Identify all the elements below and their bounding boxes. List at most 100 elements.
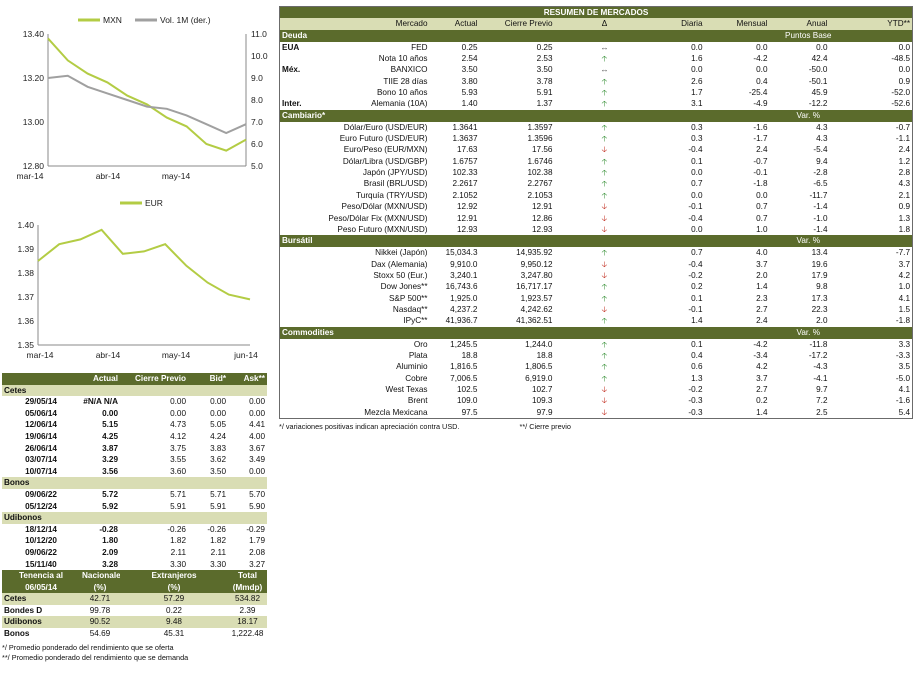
- change-value: 1.4: [756, 407, 768, 417]
- table-row: Brent 109.0 109.3 🡣 -0.3 0.2 7.2 -1.6: [280, 395, 913, 406]
- change-value: 4.1: [898, 384, 911, 394]
- rate-cell: 10/12/20: [25, 536, 57, 546]
- y-tick-label: 1.37: [17, 292, 34, 302]
- column-header: Anual: [806, 19, 828, 29]
- market-cell: Méx. BANXICO: [280, 64, 430, 75]
- change-value: 0.0: [756, 190, 768, 200]
- holdings-cell: 42.71: [89, 594, 111, 604]
- change-value: -0.4: [688, 259, 703, 269]
- change-value: 0.4: [691, 350, 703, 360]
- previous-close: 16,717.17: [516, 282, 553, 292]
- change-value: 4.2: [756, 362, 768, 372]
- section-header-row: Cambiario* Var. %: [279, 109, 913, 122]
- table-row: Dax (Alemania) 9,910.0 9,950.12 🡣 -0.4 3.7 19.…: [280, 259, 913, 270]
- change-value: 1.3: [691, 373, 703, 383]
- previous-close: 3.50: [536, 65, 553, 75]
- table-row: TIIE 28 días 3.80 3.78 🡡 2.6 0.4 -50.1 0.9: [280, 76, 913, 87]
- market-group: Méx.: [282, 65, 301, 75]
- column-header: Actual: [92, 374, 118, 383]
- change-value: 0.2: [756, 396, 768, 406]
- actual-value: 3,240.1: [450, 270, 478, 280]
- rate-cell: 5.92: [102, 501, 118, 511]
- change-value: 9.4: [816, 156, 828, 166]
- table-row: S&P 500** 1,925.0 1,923.57 🡡 0.1 2.3 17.3 4.1: [280, 293, 913, 304]
- rate-cell: 05/12/24: [25, 501, 57, 511]
- change-value: -2.8: [813, 168, 828, 178]
- change-value: -11.8: [809, 339, 828, 349]
- market-name: Nasdaq**: [392, 304, 428, 314]
- holdings-cell: 57.29: [163, 594, 185, 604]
- market-cell: Dow Jones**: [280, 281, 430, 292]
- market-cell: S&P 500**: [280, 293, 430, 304]
- change-value: -1.7: [753, 134, 768, 144]
- table-row: Euro/Peso (EUR/MXN) 17.63 17.56 🡣 -0.4 2.4 -5.…: [280, 144, 913, 155]
- table-row: Euro Futuro (USD/EUR) 1.3637 1.3596 🡡 0.3 -1.…: [280, 133, 913, 144]
- market-cell: IPyC**: [280, 315, 430, 326]
- change-value: 7.2: [816, 396, 828, 406]
- column-header-row: Actual Cierre Previo Bid* Ask**: [2, 373, 267, 385]
- actual-value: 1,925.0: [450, 293, 478, 303]
- market-name: Euro Futuro (USD/EUR): [339, 134, 428, 144]
- section-name: Udibonos: [4, 513, 42, 523]
- direction-icon: 🡡: [601, 54, 608, 64]
- rate-cell: -0.29: [246, 524, 265, 534]
- direction-icon: 🡣: [601, 384, 608, 394]
- previous-close: 102.38: [527, 168, 553, 178]
- previous-close: 12.91: [532, 202, 553, 212]
- rate-cell: 29/05/14: [25, 397, 57, 407]
- rate-cell: 5.91: [210, 501, 226, 511]
- market-name: Peso Futuro (MXN/USD): [337, 224, 428, 234]
- legend-label: EUR: [145, 198, 163, 208]
- market-name: Turquía (TRY/USD): [356, 190, 428, 200]
- rate-cell: 4.12: [170, 431, 186, 441]
- direction-icon: 🡣: [601, 304, 608, 314]
- legend-label: MXN: [103, 15, 122, 25]
- table-row: 29/05/14 #N/A N/A 0.00 0.00 0.00: [2, 396, 267, 408]
- change-value: 0.3: [691, 122, 703, 132]
- change-value: -0.1: [753, 168, 768, 178]
- change-value: 2.4: [756, 316, 768, 326]
- change-value: -17.2: [808, 350, 828, 360]
- market-summary: RESUMEN DE MERCADOS Mercado Actual Cierre P…: [279, 6, 914, 432]
- rate-cell: 2.08: [249, 547, 265, 557]
- rate-cell: 3.56: [102, 466, 118, 476]
- previous-close: 2.1053: [527, 190, 553, 200]
- market-cell: Dax (Alemania): [280, 259, 430, 270]
- rate-cell: 3.30: [170, 559, 186, 569]
- change-value: 0.9: [898, 202, 911, 212]
- actual-value: 2.2617: [452, 179, 478, 189]
- table-row: 03/07/14 3.29 3.55 3.62 3.49: [2, 454, 267, 466]
- change-value: 1.4: [691, 316, 703, 326]
- change-value: 4.3: [898, 179, 911, 189]
- actual-value: 15,034.3: [445, 248, 478, 258]
- change-value: 0.6: [691, 362, 703, 372]
- actual-value: 16,743.6: [445, 282, 478, 292]
- y2-tick-label: 11.0: [251, 29, 267, 39]
- y-tick-label: 13.20: [23, 73, 45, 83]
- holdings-header: Extranjeros: [151, 571, 197, 581]
- rate-cell: 3.28: [102, 559, 118, 569]
- table-row: Dow Jones** 16,743.6 16,717.17 🡡 0.2 1.4 9.8 1.…: [280, 281, 913, 292]
- column-header: Actual: [454, 19, 478, 29]
- holdings-row: Bondes D 99.78 0.22 2.39: [2, 605, 267, 617]
- actual-value: 41,936.7: [445, 316, 478, 326]
- rate-cell: 5.90: [249, 501, 265, 511]
- actual-value: 9,910.0: [450, 259, 478, 269]
- holdings-row: Udibonos 90.52 9.48 18.17: [2, 616, 267, 629]
- market-summary-table: RESUMEN DE MERCADOS Mercado Actual Cierre P…: [279, 6, 914, 419]
- market-cell: Brasil (BRL/USD): [280, 178, 430, 189]
- change-value: 4.1: [898, 293, 911, 303]
- market-cell: Nikkei (Japón): [280, 247, 430, 258]
- change-value: 22.3: [811, 304, 828, 314]
- change-value: -0.4: [688, 213, 703, 223]
- section-header-row: Commodities Var. %: [279, 326, 913, 339]
- rate-cell: 0.00: [170, 408, 186, 418]
- table-row: Inter. Alemania (10A) 1.40 1.37 🡡 3.1 -4.9 -12.…: [280, 98, 913, 109]
- previous-close: 5.91: [536, 88, 553, 98]
- x-tick-label: mar-14: [17, 171, 44, 181]
- previous-close: 109.3: [532, 396, 553, 406]
- rate-cell: 0.00: [210, 408, 226, 418]
- table-row: 19/06/14 4.25 4.12 4.24 4.00: [2, 431, 267, 443]
- actual-value: 1.3637: [452, 134, 478, 144]
